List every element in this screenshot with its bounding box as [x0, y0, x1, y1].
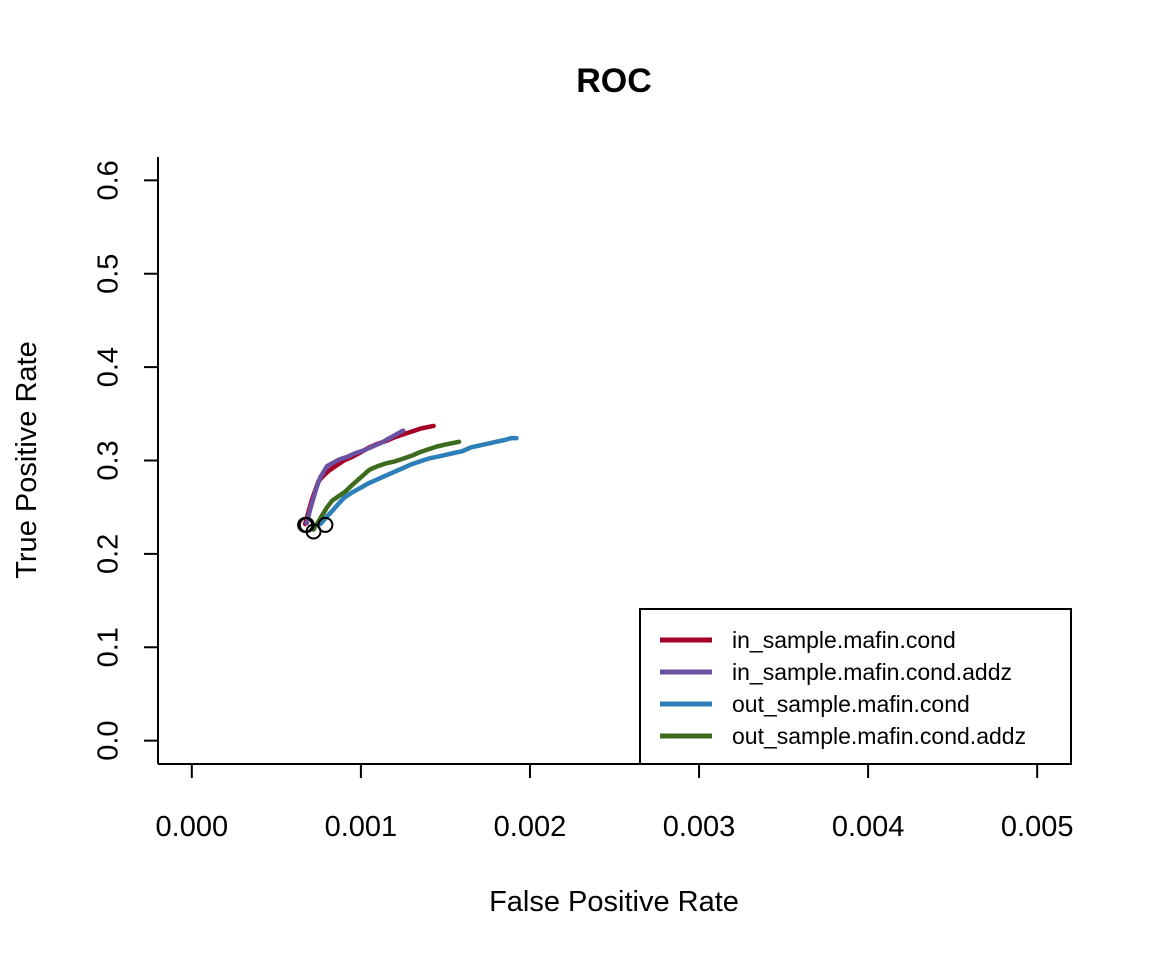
y-tick-label: 0.0: [93, 720, 125, 760]
series-line-1: [304, 428, 406, 526]
x-tick-label: 0.001: [325, 811, 398, 843]
series-layer: [297, 423, 519, 540]
series-start-marker-3: [305, 523, 322, 540]
y-tick-label: 0.6: [93, 160, 125, 200]
series-start-marker-2: [317, 516, 334, 533]
x-tick-label: 0.002: [494, 811, 567, 843]
y-axis-label: True Positive Rate: [11, 341, 43, 578]
legend-label: in_sample.mafin.cond: [732, 627, 956, 653]
x-axis: 0.000 0.001 0.002 0.003 0.004 0.005: [156, 763, 1074, 843]
y-tick-label: 0.2: [93, 534, 125, 574]
legend: in_sample.mafin.cond in_sample.mafin.cond…: [639, 608, 1072, 765]
legend-label: out_sample.mafin.cond: [732, 691, 970, 717]
x-tick-label: 0.004: [832, 811, 905, 843]
x-tick-label: 0.000: [156, 811, 229, 843]
x-tick-label: 0.005: [1001, 811, 1074, 843]
y-axis: 0.0 0.1 0.2 0.3 0.4 0.5 0.6: [93, 157, 159, 764]
x-tick-label: 0.003: [663, 811, 736, 843]
y-tick-label: 0.1: [93, 627, 125, 667]
legend-label: out_sample.mafin.cond.addz: [732, 723, 1026, 749]
y-tick-label: 0.3: [93, 440, 125, 480]
y-tick-label: 0.5: [93, 254, 125, 294]
y-tick-label: 0.4: [93, 347, 125, 387]
chart-title: ROC: [576, 62, 652, 100]
x-axis-label: False Positive Rate: [489, 886, 739, 918]
series-line-2: [318, 435, 519, 527]
series-line-3: [311, 439, 462, 532]
legend-label: in_sample.mafin.cond.addz: [732, 659, 1012, 685]
